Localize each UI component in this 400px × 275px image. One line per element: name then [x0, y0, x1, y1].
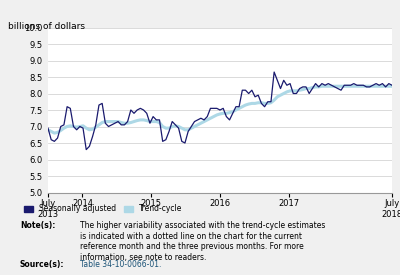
Text: Table 34-10-0066-01.: Table 34-10-0066-01. — [80, 260, 161, 269]
Text: Source(s):: Source(s): — [20, 260, 64, 269]
Text: billions of dollars: billions of dollars — [8, 22, 85, 31]
Text: The higher variability associated with the trend-cycle estimates
is indicated wi: The higher variability associated with t… — [80, 221, 325, 262]
Legend: Seasonally adjusted, Trend-cycle: Seasonally adjusted, Trend-cycle — [24, 204, 182, 213]
Text: Note(s):: Note(s): — [20, 221, 55, 230]
